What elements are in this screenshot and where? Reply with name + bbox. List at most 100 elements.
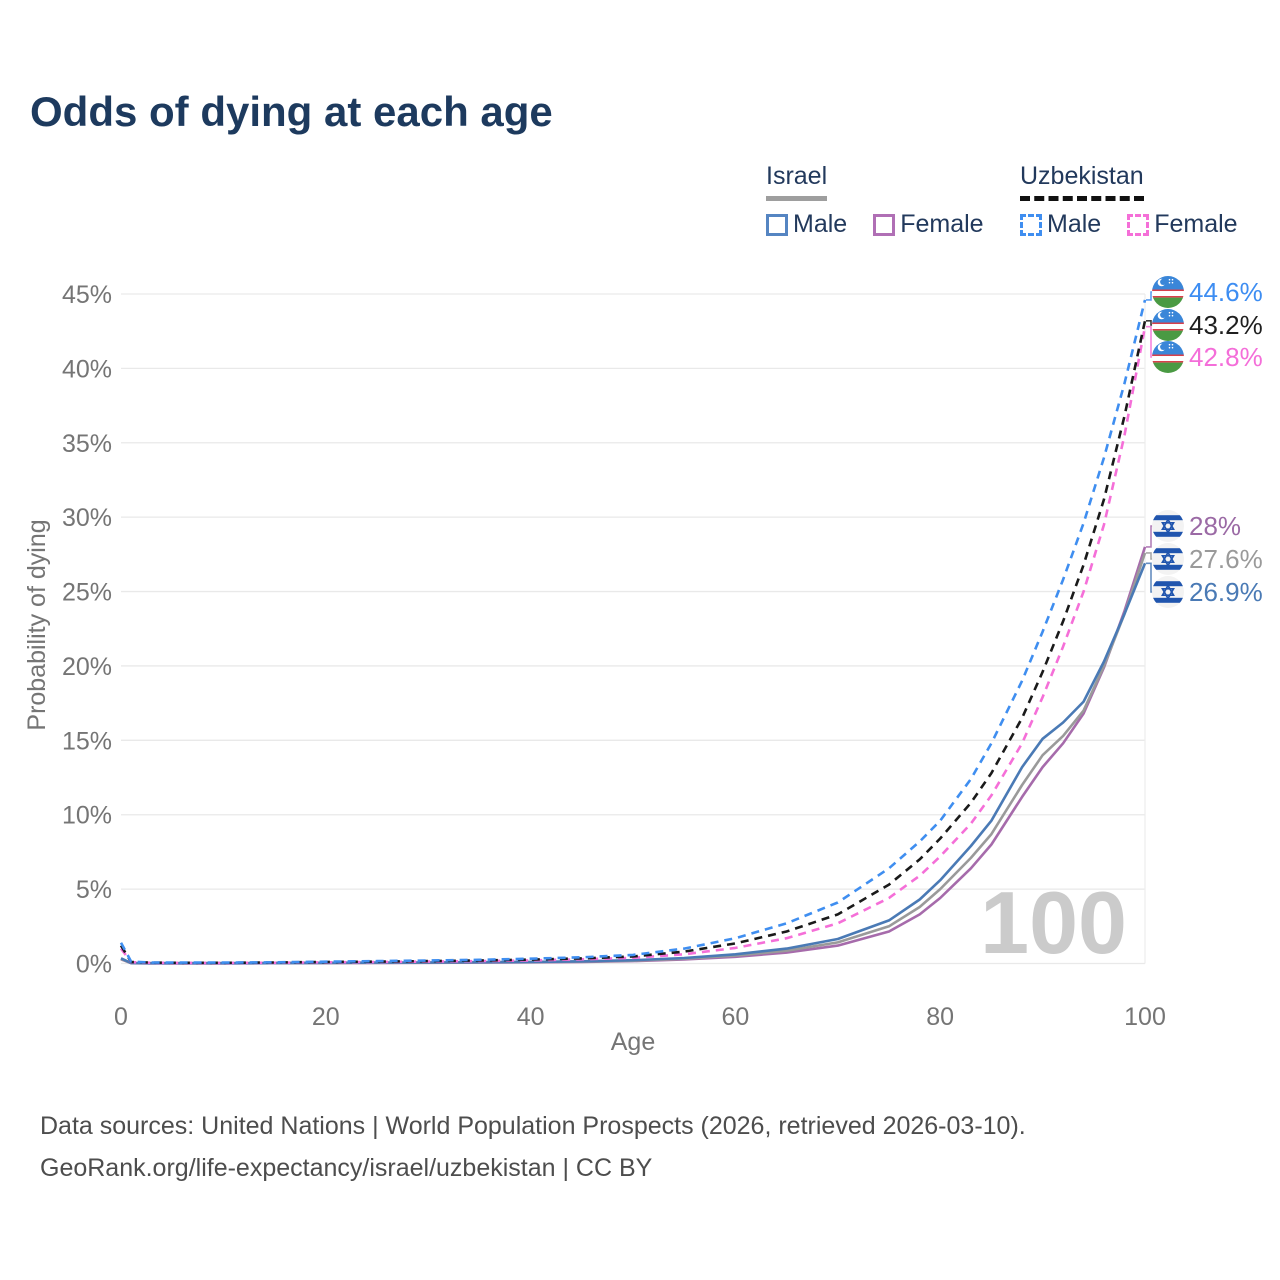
legend-item-label: Male: [1047, 210, 1102, 238]
israel-flag-part: [1152, 515, 1184, 521]
israel-flag-part: [1161, 583, 1175, 597]
uzbekistan-flag-part: [1168, 281, 1171, 284]
israel-flag-part: [1152, 581, 1184, 587]
legend-item-label: Female: [1154, 210, 1238, 238]
legend: Israel Male Female Uzbekistan Male Femal…: [0, 162, 1280, 242]
flag-icon-uzbekistan: [1152, 341, 1184, 373]
flag-icon-uzbekistan: [1152, 276, 1184, 308]
uzbekistan-female-swatch-icon: [1127, 213, 1150, 236]
x-tick-label-100: 100: [1124, 1003, 1166, 1031]
legend-group-israel: Israel Male Female: [766, 162, 1004, 239]
legend-item-label: Female: [900, 210, 984, 238]
series-line-uzbekistan-female: [119, 326, 1147, 965]
legend-item-uzbekistan-female[interactable]: Female: [1127, 210, 1238, 239]
uzbekistan-flag-part: [1160, 343, 1167, 350]
israel-flag-part: [1152, 576, 1184, 608]
chart-title: Odds of dying at each age: [30, 88, 553, 135]
uzbekistan-flag-part: [1168, 314, 1171, 317]
uzbekistan-flag-part: [1152, 356, 1184, 361]
uzbekistan-flag-part: [1168, 311, 1171, 314]
uzbekistan-flag-part: [1168, 343, 1171, 346]
uzbekistan-flag-part: [1152, 289, 1184, 292]
legend-country-israel: Israel: [766, 162, 828, 201]
uzbekistan-flag-part: [1152, 329, 1184, 331]
legend-item-israel-male[interactable]: Male: [766, 210, 847, 239]
uzbekistan-flag-part: [1160, 278, 1167, 285]
israel-male-swatch-icon: [766, 213, 788, 236]
legend-item-israel-female[interactable]: Female: [873, 210, 984, 239]
y-tick-label-0: 0%: [76, 951, 112, 979]
y-tick-label-35: 35%: [62, 430, 112, 458]
y-tick-label-25: 25%: [62, 579, 112, 607]
uzbekistan-flag-part: [1152, 276, 1184, 290]
y-tick-label-20: 20%: [62, 653, 112, 681]
uzbekistan-flag-part: [1152, 362, 1184, 373]
israel-flag-art: [1152, 543, 1184, 575]
flag-icon-uzbekistan: [1152, 309, 1184, 341]
uzbekistan-flag-part: [1152, 361, 1184, 363]
israel-flag-art: [1152, 576, 1184, 608]
uzbekistan-flag-part: [1171, 346, 1174, 349]
x-tick-label-60: 60: [721, 1003, 749, 1031]
uzbekistan-flag-part: [1152, 297, 1184, 308]
y-tick-label-10: 10%: [62, 802, 112, 830]
israel-flag-part: [1152, 531, 1184, 537]
israel-flag-part: [1161, 517, 1175, 531]
uzbekistan-flag-part: [1152, 296, 1184, 298]
y-tick-label-15: 15%: [62, 727, 112, 755]
end-value-label-israel-female: 28%: [1189, 511, 1241, 541]
israel-flag-part: [1161, 550, 1175, 564]
uzbekistan-male-swatch-icon: [1020, 213, 1042, 236]
end-value-label-uzbekistan-male: 44.6%: [1189, 277, 1263, 307]
legend-country-uzbekistan: Uzbekistan: [1020, 162, 1144, 201]
x-axis-title: Age: [611, 1028, 655, 1056]
x-tick-label-0: 0: [114, 1003, 128, 1031]
end-value-label-israel-male: 26.9%: [1189, 577, 1263, 607]
israel-flag-part: [1152, 510, 1184, 542]
uzbekistan-flag-part: [1171, 314, 1174, 317]
y-tick-label-5: 5%: [76, 876, 112, 904]
end-value-label-israel-both: 27.6%: [1189, 544, 1263, 574]
uzbekistan-flag-part: [1171, 281, 1174, 284]
end-value-label-uzbekistan-both: 43.2%: [1189, 310, 1263, 340]
israel-flag-part: [1152, 597, 1184, 603]
flag-icon-israel: [1152, 543, 1184, 575]
uzbekistan-flag-part: [1152, 309, 1184, 323]
uzbekistan-flag-part: [1152, 354, 1184, 357]
israel-female-swatch-icon: [873, 213, 896, 236]
uzbekistan-flag-art: [1152, 309, 1184, 341]
flag-icon-israel: [1152, 576, 1184, 608]
uzbekistan-flag-part: [1168, 278, 1171, 281]
legend-items-israel: Male Female: [766, 210, 1004, 239]
israel-flag-part: [1152, 543, 1184, 575]
end-value-label-uzbekistan-female: 42.8%: [1189, 342, 1263, 372]
uzbekistan-flag-part: [1171, 343, 1174, 346]
source-line-2: GeoRank.org/life-expectancy/israel/uzbek…: [40, 1154, 653, 1182]
uzbekistan-flag-part: [1171, 278, 1174, 281]
uzbekistan-flag-part: [1168, 346, 1171, 349]
legend-items-uzbekistan: Male Female: [1020, 210, 1258, 239]
israel-flag-part: [1161, 554, 1175, 568]
israel-flag-part: [1152, 548, 1184, 554]
israel-flag-part: [1152, 564, 1184, 570]
israel-flag-art: [1152, 510, 1184, 542]
uzbekistan-flag-art: [1152, 341, 1184, 373]
y-axis-title: Probability of dying: [23, 519, 51, 730]
y-tick-label-30: 30%: [62, 504, 112, 532]
uzbekistan-flag-part: [1152, 291, 1184, 296]
x-tick-label-40: 40: [517, 1003, 545, 1031]
uzbekistan-flag-part: [1171, 311, 1174, 314]
uzbekistan-flag-art: [1152, 276, 1184, 308]
series-line-uzbekistan-both: [119, 320, 1147, 965]
uzbekistan-flag-part: [1160, 311, 1167, 318]
y-tick-label-45: 45%: [62, 281, 112, 309]
source-line-1: Data sources: United Nations | World Pop…: [40, 1112, 1026, 1140]
uzbekistan-flag-part: [1152, 322, 1184, 325]
israel-flag-part: [1161, 587, 1175, 601]
y-tick-label-40: 40%: [62, 355, 112, 383]
x-tick-label-80: 80: [926, 1003, 954, 1031]
series-line-uzbekistan-male: [119, 299, 1147, 964]
uzbekistan-flag-part: [1152, 324, 1184, 329]
legend-item-uzbekistan-male[interactable]: Male: [1020, 210, 1101, 239]
